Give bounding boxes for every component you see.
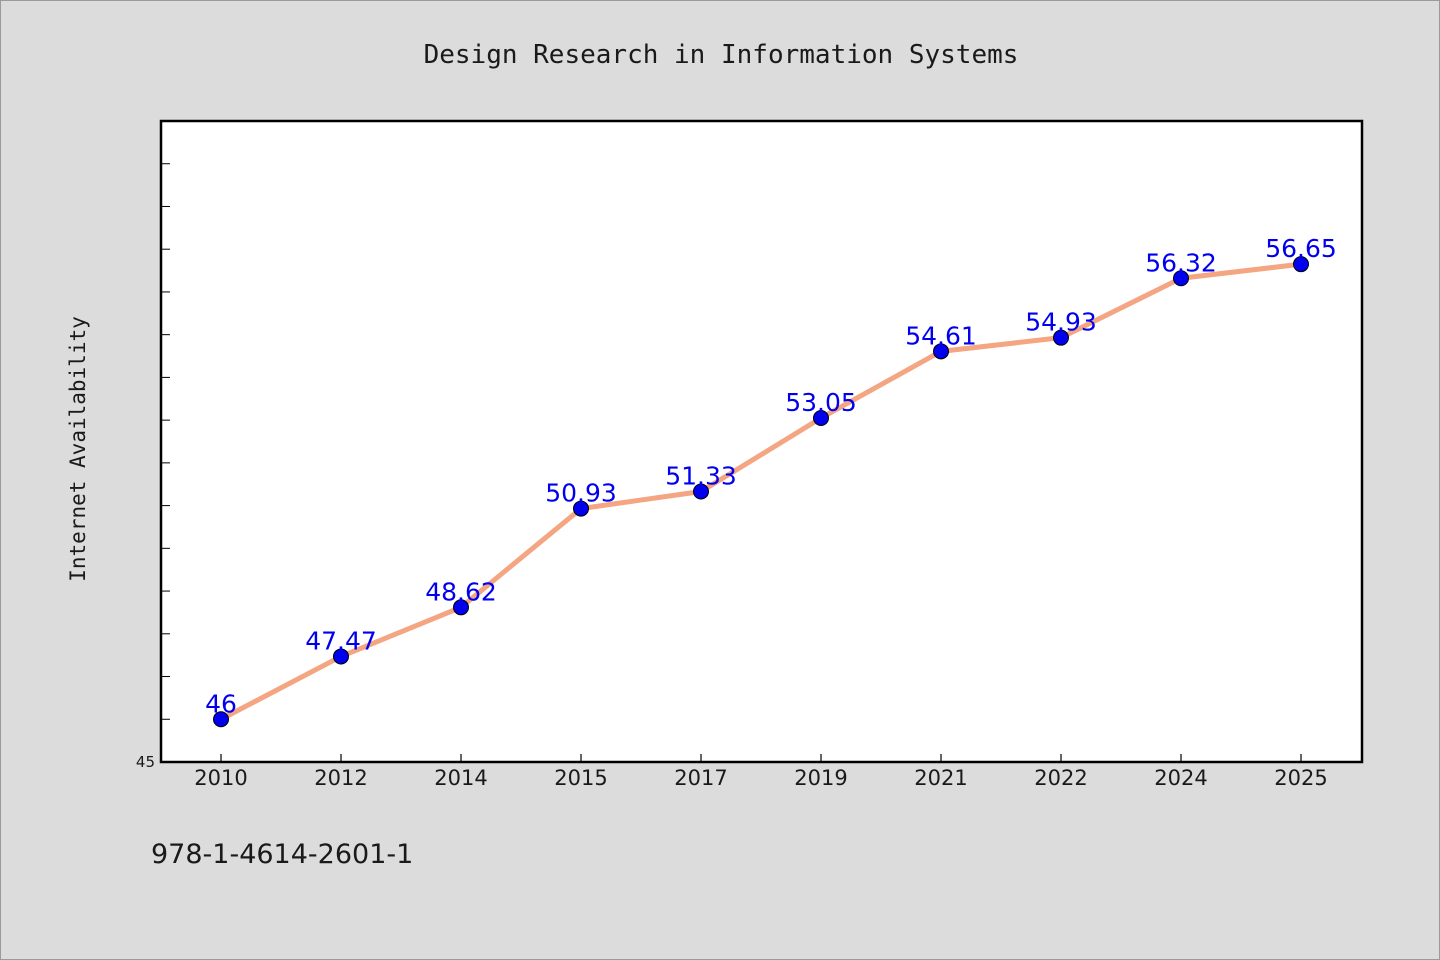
- data-point: [213, 711, 229, 728]
- data-label: 48.62: [425, 577, 497, 606]
- series-markers: [213, 256, 1309, 728]
- data-point: [933, 343, 949, 360]
- data-label: 50.93: [545, 479, 617, 508]
- data-point: [1053, 329, 1069, 346]
- series-line: [218, 261, 1304, 722]
- x-tick-label: 2022: [1034, 766, 1087, 790]
- y-axis-label: Internet Availability: [66, 316, 90, 582]
- x-tick-label: 2015: [554, 766, 607, 790]
- data-labels: 46 47.47 48.62 50.93 51.33 53.05 54.61 54.93 56.…: [205, 234, 1337, 718]
- data-point: [1293, 256, 1309, 273]
- data-point: [813, 409, 829, 426]
- x-tick-label: 2025: [1274, 766, 1327, 790]
- y-axis-ticks: 45: [136, 163, 170, 771]
- isbn-footer: 978-1-4614-2601-1: [151, 839, 413, 870]
- x-tick-label: 2021: [914, 766, 967, 790]
- y-tick-label: 45: [136, 753, 155, 771]
- x-axis-ticks: 2010 2012 2014 2015 2017 2019 2021 2022 2024 2025: [194, 754, 1328, 790]
- x-tick-label: 2010: [194, 766, 247, 790]
- data-label: 46: [205, 689, 237, 718]
- data-point: [573, 500, 589, 517]
- x-tick-label: 2024: [1154, 766, 1207, 790]
- x-tick-label: 2012: [314, 766, 367, 790]
- data-label: 56.65: [1265, 234, 1337, 263]
- data-label: 56.32: [1145, 248, 1217, 277]
- chart-title: Design Research in Information Systems: [424, 40, 1019, 70]
- data-point: [333, 648, 349, 665]
- data-point: [1173, 270, 1189, 287]
- plot-area: [159, 119, 1364, 764]
- data-point: [693, 483, 709, 500]
- data-label: 51.33: [665, 461, 737, 490]
- data-label: 53.05: [785, 388, 857, 417]
- x-tick-label: 2019: [794, 766, 847, 790]
- data-point: [453, 599, 469, 616]
- data-label: 47.47: [305, 626, 377, 655]
- data-label: 54.61: [905, 321, 977, 350]
- x-tick-label: 2017: [674, 766, 727, 790]
- data-label: 54.93: [1025, 308, 1097, 337]
- x-tick-label: 2014: [434, 766, 487, 790]
